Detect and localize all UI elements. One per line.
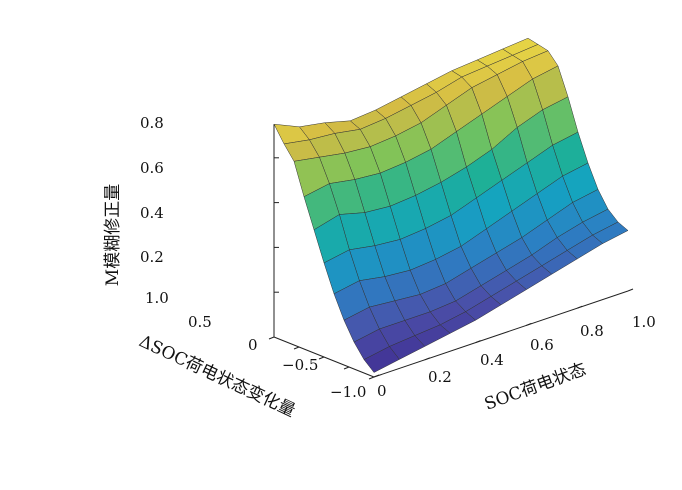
x-tick-mark (475, 340, 481, 344)
z-tick-label: 0.4 (140, 204, 164, 222)
z-tick-label: 0.8 (140, 114, 164, 132)
y-tick-mark (343, 366, 350, 370)
x-tick-mark (577, 305, 583, 309)
z-ticks: 0.2 0.4 0.6 0.8 (140, 114, 164, 266)
z-axis-label: M模糊修正量 (103, 184, 123, 286)
y-tick-label: −1.0 (330, 383, 366, 401)
x-tick-mark (424, 357, 430, 361)
x-tick-label: 1.0 (632, 313, 656, 331)
x-tick-mark (526, 322, 532, 326)
y-tick-label: −0.5 (282, 356, 318, 374)
y-tick-label: 0 (248, 336, 258, 354)
y-ticks: 1.0 0.5 0 −0.5 −1.0 (145, 289, 366, 401)
x-tick-mark (373, 374, 380, 378)
x-tick-label: 0.4 (480, 351, 504, 369)
z-tick-label: 0.6 (140, 159, 164, 177)
axes-lines (268, 124, 634, 380)
surface-patch (363, 346, 400, 373)
y-tick-mark (368, 376, 375, 380)
y-tick-label: 1.0 (145, 289, 169, 307)
x-ticks: 0 0.2 0.4 0.6 0.8 1.0 (377, 313, 656, 400)
y-tick-mark (293, 346, 300, 350)
x-tick-label: 0.6 (530, 336, 554, 354)
z-tick-label: 0.2 (140, 248, 164, 266)
x-tick-mark (627, 288, 634, 292)
y-axis-label: ΔSOC荷电状态变化量 (136, 331, 298, 421)
x-tick-label: 0.2 (428, 368, 452, 386)
surface (273, 37, 629, 373)
y-tick-label: 0.5 (188, 313, 212, 331)
x-tick-label: 0 (377, 382, 387, 400)
x-axis-line (373, 290, 629, 378)
x-tick-label: 0.8 (580, 322, 604, 340)
y-tick-mark (268, 336, 275, 340)
y-tick-mark (318, 356, 325, 360)
